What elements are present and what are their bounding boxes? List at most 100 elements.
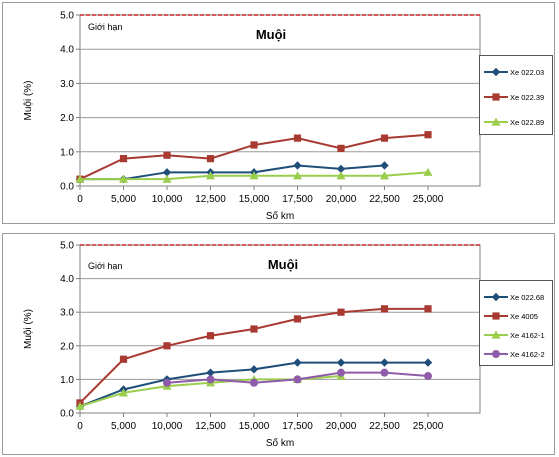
legend-item: Xe 4005 bbox=[480, 310, 554, 324]
data-point bbox=[206, 368, 215, 377]
data-point bbox=[250, 325, 258, 333]
data-point bbox=[423, 167, 433, 176]
x-axis-label: Số km bbox=[266, 437, 294, 449]
chart-top-legend: Xe 022.03 Xe 022.39 Xe 022.89 bbox=[479, 55, 553, 135]
y-tick-label: 5.0 bbox=[60, 241, 74, 252]
legend-label: Xe 4162-1 bbox=[510, 331, 545, 340]
chart-title: Muội bbox=[256, 27, 286, 42]
legend-swatch bbox=[484, 312, 508, 320]
legend-swatch bbox=[484, 67, 508, 77]
y-tick-label: 3.0 bbox=[60, 308, 74, 319]
data-point bbox=[119, 388, 128, 397]
legend-swatch bbox=[484, 292, 508, 302]
x-tick-label: 5,000 bbox=[111, 421, 136, 432]
data-point bbox=[336, 171, 346, 180]
legend-item: Xe 022.68 bbox=[480, 291, 554, 305]
data-point bbox=[119, 355, 128, 363]
legend-item: Xe 022.89 bbox=[480, 116, 554, 130]
data-point bbox=[424, 372, 432, 381]
legend-swatch-marker bbox=[492, 350, 500, 358]
y-tick-label: 4.0 bbox=[60, 274, 74, 285]
y-tick-label: 1.0 bbox=[60, 375, 74, 386]
data-point bbox=[119, 174, 128, 183]
data-point bbox=[75, 401, 85, 410]
data-point bbox=[380, 358, 389, 367]
limit-label: Giới hạn bbox=[88, 22, 122, 32]
legend-swatch-marker bbox=[491, 117, 501, 126]
legend-swatch bbox=[484, 117, 508, 126]
data-point bbox=[206, 171, 215, 180]
chart-bottom-panel: 0.0 1.0 2.0 3.0 4.0 5.0 0 5,000 10,000 12,500 15,0… bbox=[2, 233, 555, 455]
data-point bbox=[249, 365, 259, 374]
chart-title: Muội bbox=[268, 257, 298, 272]
x-tick-label: 17,500 bbox=[282, 421, 313, 432]
data-point bbox=[380, 368, 389, 377]
data-point bbox=[337, 368, 345, 377]
legend-swatch-marker bbox=[491, 330, 501, 339]
legend-item: Xe 4162-1 bbox=[480, 329, 554, 343]
legend-item: Xe 022.03 bbox=[480, 66, 554, 80]
data-point bbox=[380, 171, 389, 180]
x-tick-label: 10,000 bbox=[152, 194, 183, 205]
legend-label: Xe 022.68 bbox=[510, 293, 545, 302]
chart-top-plot: 0.0 1.0 2.0 3.0 4.0 5.0 0 5,000 10,000 12,500 15,0… bbox=[23, 11, 481, 222]
legend-swatch-marker bbox=[492, 93, 500, 101]
legend-item: Xe 4162-2 bbox=[480, 348, 554, 362]
legend-label: Xe 022.39 bbox=[510, 93, 545, 102]
legend-label: Xe 4162-2 bbox=[510, 350, 545, 359]
limit-label: Giới hạn bbox=[88, 261, 122, 271]
y-tick-label: 0.0 bbox=[60, 182, 74, 193]
chart-top-panel: 0.0 1.0 2.0 3.0 4.0 5.0 0 5,000 10,000 12,500 15,0… bbox=[2, 2, 555, 224]
data-point bbox=[250, 378, 258, 387]
y-axis-label: Muội (%) bbox=[23, 309, 34, 349]
data-point bbox=[293, 315, 302, 323]
x-tick-label: 25,000 bbox=[413, 194, 444, 205]
x-tick-label: 12,500 bbox=[195, 194, 226, 205]
data-point bbox=[337, 308, 345, 316]
legend-swatch-marker bbox=[492, 312, 500, 320]
legend-swatch bbox=[484, 93, 508, 101]
series-line bbox=[80, 164, 385, 181]
data-point bbox=[380, 305, 389, 313]
legend-swatch bbox=[484, 330, 508, 339]
x-tick-label: 17,500 bbox=[282, 194, 313, 205]
x-tick-label: 15,000 bbox=[239, 421, 270, 432]
data-point bbox=[293, 161, 302, 170]
y-axis-label: Muội (%) bbox=[23, 80, 34, 120]
x-tick-label: 5,000 bbox=[111, 194, 136, 205]
data-point bbox=[119, 155, 128, 163]
chart-bottom-plot: 0.0 1.0 2.0 3.0 4.0 5.0 0 5,000 10,000 12,500 15,0… bbox=[23, 241, 481, 449]
y-tick-label: 3.0 bbox=[60, 79, 74, 90]
x-tick-label: 15,000 bbox=[239, 194, 270, 205]
data-point bbox=[293, 358, 302, 367]
data-point bbox=[424, 131, 432, 139]
data-point bbox=[293, 134, 302, 142]
data-point bbox=[336, 164, 346, 174]
x-tick-label: 25,000 bbox=[413, 421, 444, 432]
x-tick-label: 20,000 bbox=[326, 194, 357, 205]
x-tick-label: 0 bbox=[77, 421, 83, 432]
data-point bbox=[206, 155, 215, 163]
data-point bbox=[163, 378, 171, 387]
x-tick-label: 0 bbox=[77, 194, 83, 205]
legend-swatch-marker bbox=[491, 292, 501, 302]
data-point bbox=[293, 171, 302, 180]
data-point bbox=[206, 375, 215, 384]
y-tick-label: 1.0 bbox=[60, 147, 74, 158]
x-axis-label: Số km bbox=[266, 210, 294, 222]
data-point bbox=[337, 144, 345, 152]
chart-bottom-legend: Xe 022.68 Xe 4005 Xe 4162-1 Xe 4162-2 bbox=[479, 280, 553, 366]
data-point bbox=[163, 151, 171, 159]
legend-swatch bbox=[484, 350, 508, 358]
legend-label: Xe 022.89 bbox=[510, 118, 545, 127]
legend-item: Xe 022.39 bbox=[480, 91, 554, 105]
y-tick-label: 2.0 bbox=[60, 341, 74, 352]
data-point bbox=[380, 134, 389, 142]
legend-label: Xe 022.03 bbox=[510, 68, 545, 77]
x-tick-label: 22,500 bbox=[369, 194, 400, 205]
data-point bbox=[380, 161, 389, 170]
data-point bbox=[250, 141, 258, 149]
x-tick-label: 10,000 bbox=[152, 421, 183, 432]
data-point bbox=[206, 332, 215, 340]
x-tick-label: 12,500 bbox=[195, 421, 226, 432]
